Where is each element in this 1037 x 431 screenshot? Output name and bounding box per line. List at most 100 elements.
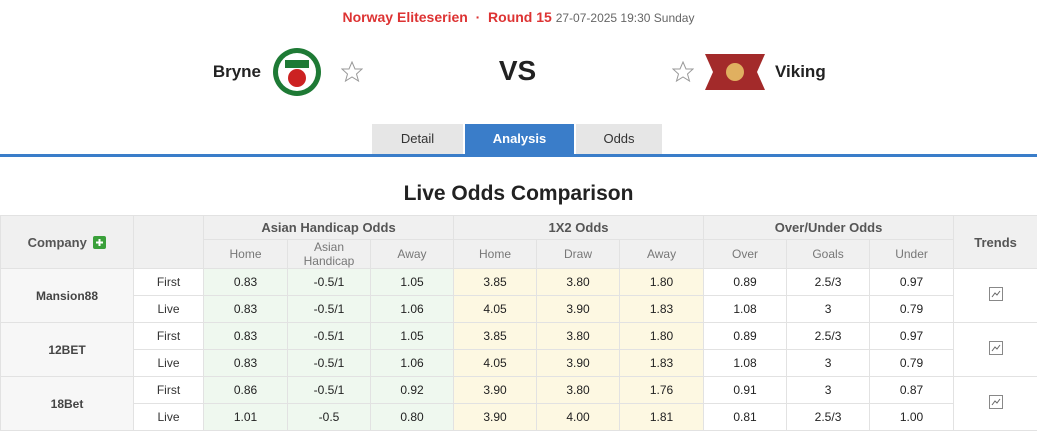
header-cell [134,216,204,269]
odds-cell: 4.05 [454,350,537,377]
odds-table: Company Asian Handicap Odds 1X2 Odds Ove… [0,215,1037,431]
line-label: Live [134,404,204,431]
subheader: Away [371,240,454,269]
odds-cell: 3.90 [537,296,620,323]
odds-cell: 1.83 [620,350,704,377]
odds-cell: 3.85 [454,323,537,350]
odds-cell: 3 [787,296,870,323]
odds-cell: 2.5/3 [787,269,870,296]
company[interactable]: Mansion88 [1,269,134,323]
odds-cell: 1.08 [704,350,787,377]
league[interactable]: Norway Eliteserien [343,9,468,25]
odds-cell: 0.89 [704,269,787,296]
match-header: Norway Eliteserien · Round 15 27-07-2025… [0,9,1037,25]
line-label: Live [134,350,204,377]
odds-cell: 0.89 [704,323,787,350]
odds-cell: 0.79 [870,350,954,377]
header-text: Company [28,235,87,250]
trends-cell [954,269,1037,323]
tab-active[interactable]: Analysis [465,124,574,154]
odds-cell: 4.05 [454,296,537,323]
datetime: 27-07-2025 19:30 Sunday [556,11,695,25]
tab-underline [0,154,1037,157]
odds-cell: -0.5/1 [288,350,371,377]
subheader: Over [704,240,787,269]
odds-cell: 0.86 [204,377,288,404]
odds-cell: 1.05 [371,269,454,296]
odds-cell: 0.79 [870,296,954,323]
company[interactable]: 12BET [1,323,134,377]
odds-cell: 0.80 [371,404,454,431]
tab[interactable]: Detail [372,124,463,154]
round: Round 15 [488,9,552,25]
company-header: Company [1,216,134,269]
vs: VS [0,55,1035,87]
odds-cell: 0.92 [371,377,454,404]
section-title: Live Odds Comparison [0,182,1037,206]
odds-cell: 3.80 [537,269,620,296]
odds-cell: 2.5/3 [787,323,870,350]
odds-cell: 0.91 [704,377,787,404]
add-icon[interactable] [93,236,106,249]
line-label: First [134,377,204,404]
odds-cell: 3.90 [454,377,537,404]
header-cell: 1X2 Odds [454,216,704,240]
odds-cell: 1.05 [371,323,454,350]
trends-icon[interactable] [989,395,1003,409]
trends-cell [954,323,1037,377]
odds-cell: 0.97 [870,323,954,350]
odds-cell: 1.01 [204,404,288,431]
odds-cell: -0.5 [288,404,371,431]
separator: · [472,9,484,25]
odds-cell: 1.00 [870,404,954,431]
odds-cell: 1.83 [620,296,704,323]
odds-cell: -0.5/1 [288,296,371,323]
header-cell: Asian Handicap Odds [204,216,454,240]
odds-cell: 0.83 [204,296,288,323]
favorite-star[interactable] [672,61,694,83]
away-team[interactable]: Viking [775,62,826,82]
odds-cell: 1.81 [620,404,704,431]
odds-cell: 4.00 [537,404,620,431]
odds-cell: 3.85 [454,269,537,296]
subheader: Draw [537,240,620,269]
odds-cell: 0.97 [870,269,954,296]
tab[interactable]: Odds [576,124,662,154]
odds-cell: -0.5/1 [288,269,371,296]
line-label: Live [134,296,204,323]
odds-cell: 1.76 [620,377,704,404]
away-logo [705,52,765,92]
odds-cell: 3 [787,377,870,404]
company[interactable]: 18Bet [1,377,134,431]
line-label: First [134,269,204,296]
header-cell: Over/Under Odds [704,216,954,240]
subheader: Under [870,240,954,269]
odds-cell: -0.5/1 [288,323,371,350]
odds-cell: 1.80 [620,269,704,296]
odds-cell: 0.87 [870,377,954,404]
odds-cell: -0.5/1 [288,377,371,404]
trends-icon[interactable] [989,287,1003,301]
odds-cell: 3.80 [537,323,620,350]
odds-cell: 1.06 [371,350,454,377]
trends-icon[interactable] [989,341,1003,355]
odds-cell: 3.80 [537,377,620,404]
subheader: Asian Handicap [288,240,371,269]
odds-cell: 3.90 [537,350,620,377]
subheader: Home [204,240,288,269]
line-label: First [134,323,204,350]
header-cell: Trends [954,216,1037,269]
subheader: Away [620,240,704,269]
odds-cell: 0.83 [204,323,288,350]
odds-cell: 1.80 [620,323,704,350]
odds-cell: 0.83 [204,269,288,296]
subheader: Goals [787,240,870,269]
odds-cell: 3 [787,350,870,377]
